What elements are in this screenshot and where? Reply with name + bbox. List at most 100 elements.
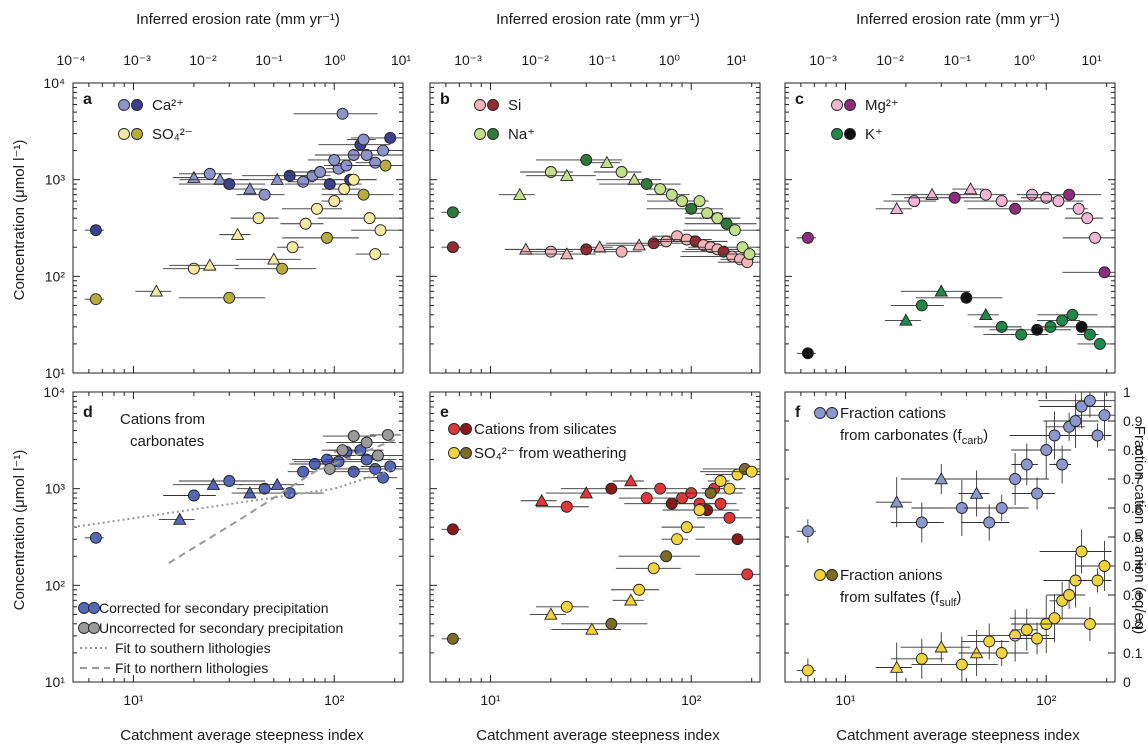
panel-letter-b: b (440, 91, 450, 108)
data-point-f-0 (1069, 415, 1082, 427)
top-tick-label-b: 10⁻¹ (588, 52, 616, 68)
data-point-e-0 (579, 486, 594, 499)
data-point-f-0 (1056, 458, 1069, 471)
data-point-a-0 (328, 153, 341, 166)
data-point-a-0 (369, 156, 382, 169)
bottom-tick-label-f: 10¹ (835, 692, 856, 708)
data-point-d-0 (270, 477, 284, 490)
legend-f-sulf-2: from sulfates (fsulf) (840, 589, 961, 609)
right-tick-label-f: 0.9 (1123, 413, 1143, 429)
data-point-a-1 (252, 212, 265, 225)
data-point-a-1 (89, 293, 102, 306)
data-point-e-1 (624, 593, 638, 606)
data-point-f-1 (801, 664, 814, 677)
top-tick-label-b: 10¹ (726, 52, 747, 68)
data-point-e-1 (704, 487, 717, 500)
data-point-c-1 (960, 291, 973, 304)
data-point-b-1 (701, 207, 714, 220)
top-tick-label-a: 10⁰ (324, 52, 346, 68)
top-tick-label-c: 10⁻² (876, 52, 904, 68)
left-axis-label-top: Concentration (μmol l⁻¹) (11, 140, 28, 301)
data-point-a-1 (299, 217, 312, 230)
panel-d-title-1: Cations from (120, 411, 205, 428)
data-point-b-1 (693, 195, 706, 208)
data-point-d-0 (297, 465, 310, 478)
data-point-e-0 (731, 533, 744, 546)
top-tick-label-a: 10¹ (391, 52, 412, 68)
right-tick-label-f: 0.4 (1123, 558, 1143, 574)
legend-marker-b (474, 128, 486, 140)
legend-marker-f (826, 569, 838, 581)
data-point-c-0 (979, 188, 992, 201)
data-point-d-0 (384, 460, 397, 473)
data-point-b-1 (728, 224, 741, 237)
data-point-c-0 (889, 201, 904, 215)
top-tick-label-a: 10⁻² (189, 52, 217, 68)
right-axis-label: Fraction cation or anion (eq/eq) (1131, 426, 1148, 634)
right-tick-label-f: 0 (1123, 674, 1131, 690)
data-point-d-1 (360, 436, 373, 449)
data-point-f-0 (995, 502, 1008, 514)
legend-a-so4: SO₄²⁻ (152, 126, 193, 143)
data-point-b-0 (592, 240, 607, 253)
data-point-f-1 (1031, 632, 1044, 645)
data-point-e-1 (633, 583, 646, 596)
data-point-f-0 (1098, 409, 1111, 422)
data-point-d-0 (369, 462, 382, 475)
data-point-d-1 (336, 444, 349, 457)
data-point-f-1 (1020, 623, 1033, 636)
left-axis-label-bottom: Concentration (μmol l⁻¹) (11, 450, 28, 611)
panel-letter-e: e (440, 404, 449, 421)
left-tick-label-a: 10¹ (45, 365, 66, 381)
data-point-c-1 (1066, 308, 1079, 321)
data-point-b-1 (720, 217, 733, 230)
right-tick-label-f: 0.1 (1123, 645, 1143, 661)
data-point-a-0 (89, 224, 102, 237)
legend-marker-d (78, 602, 90, 614)
data-point-b-1 (446, 206, 459, 219)
data-point-a-0 (314, 166, 327, 178)
data-point-b-1 (627, 172, 641, 185)
data-point-e-1 (560, 600, 573, 613)
legend-marker-a (118, 99, 130, 111)
bottom-tick-label-e: 10¹ (480, 692, 501, 708)
right-tick-label-f: 0.8 (1123, 442, 1143, 458)
data-point-c-0 (1052, 195, 1065, 208)
data-point-a-1 (369, 248, 382, 261)
data-point-a-0 (323, 178, 336, 191)
legend-marker-b (474, 99, 486, 111)
left-tick-label-d: 10³ (45, 481, 66, 497)
data-point-c-0 (908, 195, 921, 208)
data-point-e-1 (605, 617, 618, 630)
data-point-a-0 (270, 172, 284, 185)
panel-frame-e (429, 391, 761, 683)
data-point-f-1 (969, 646, 984, 659)
data-point-f-1 (1075, 545, 1088, 558)
top-tick-label-a: 10⁻¹ (255, 52, 283, 68)
data-point-c-0 (1089, 231, 1101, 244)
data-point-a-1 (379, 159, 392, 172)
data-point-f-0 (1009, 473, 1022, 485)
panel-e (429, 391, 761, 683)
data-point-f-0 (889, 495, 904, 508)
top-tick-label-c: 10⁻¹ (943, 52, 971, 68)
panel-frame-d (72, 391, 404, 683)
bottom-tick-label-d: 10² (324, 692, 345, 708)
data-point-d-0 (360, 453, 373, 466)
legend-marker-c (831, 99, 843, 111)
top-axis-label-a: Inferred erosion rate (mm yr⁻¹) (136, 11, 340, 28)
data-point-e-1 (647, 562, 660, 575)
legend-marker-c (844, 128, 856, 140)
data-point-e-0 (624, 474, 638, 487)
legend-marker-d (88, 602, 100, 614)
data-point-d-0 (172, 512, 187, 525)
data-point-d-0 (89, 531, 102, 544)
top-axis-label-b: Inferred erosion rate (mm yr⁻¹) (496, 11, 700, 28)
data-point-c-1 (934, 284, 949, 297)
data-point-e-1 (714, 475, 727, 487)
left-tick-label-a: 10³ (45, 172, 66, 188)
legend-d-northern: Fit to northern lithologies (115, 660, 268, 676)
data-point-d-0 (187, 489, 200, 502)
data-point-b-0 (615, 245, 628, 258)
data-point-a-0 (384, 132, 397, 144)
